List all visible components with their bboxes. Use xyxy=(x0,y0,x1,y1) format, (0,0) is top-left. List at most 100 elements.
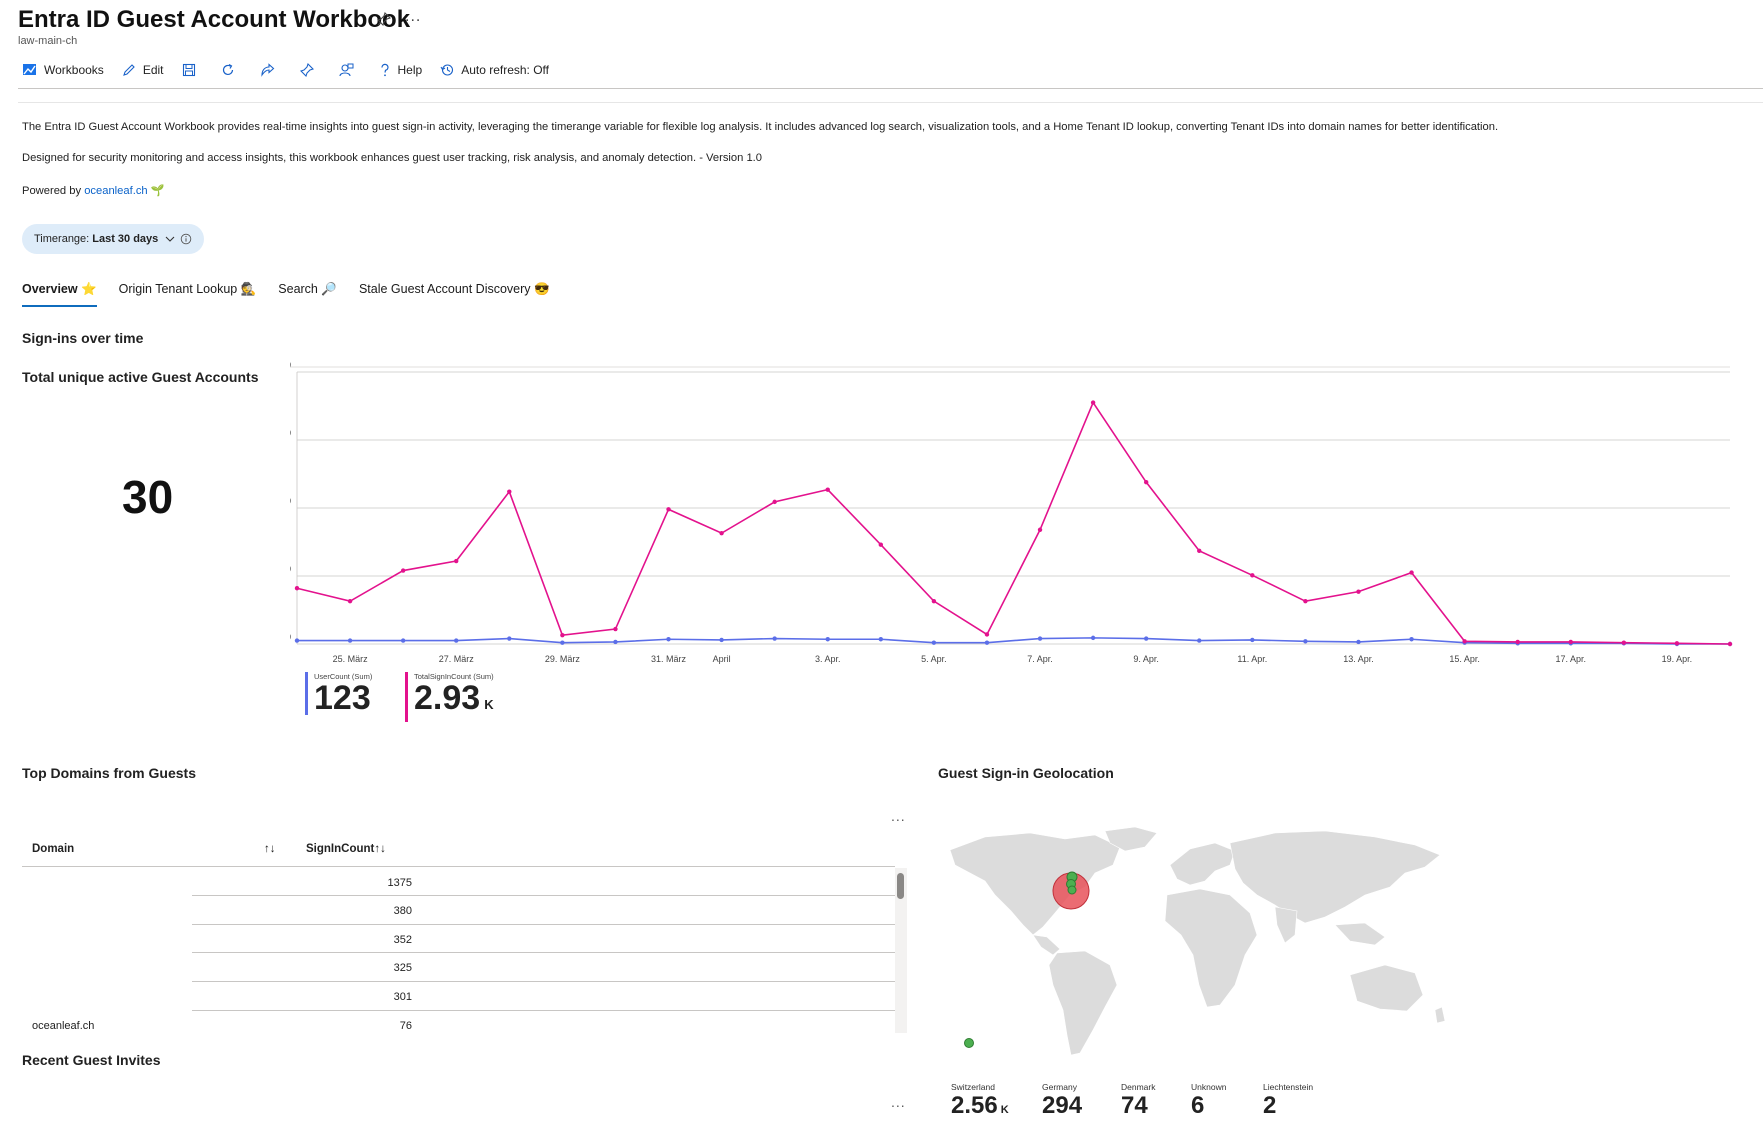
data-point-1 xyxy=(454,558,459,564)
data-point-1 xyxy=(613,626,618,632)
count-cell: 76 xyxy=(399,1020,412,1032)
signins-section-title: Sign-ins over time xyxy=(22,330,144,346)
geolocation-title: Guest Sign-in Geolocation xyxy=(938,765,1114,781)
count-cell: 301 xyxy=(393,991,412,1003)
data-point-1 xyxy=(1356,589,1361,594)
top-domains-title: Top Domains from Guests xyxy=(22,765,196,781)
column-header-domain[interactable]: Domain xyxy=(32,843,75,855)
pin-icon xyxy=(299,62,314,77)
table-row[interactable]: 352 xyxy=(22,924,895,952)
count-cell: 325 xyxy=(393,962,412,974)
workbooks-button[interactable]: Workbooks xyxy=(22,62,104,77)
table-row[interactable]: 380 xyxy=(22,895,895,923)
data-point-1 xyxy=(400,568,406,573)
edit-button[interactable]: Edit xyxy=(122,63,164,77)
x-tick-label: April xyxy=(713,654,731,664)
data-point-0 xyxy=(1143,636,1149,641)
active-guests-tile-title: Total unique active Guest Accounts xyxy=(22,369,259,385)
refresh-icon xyxy=(222,63,233,75)
table-row[interactable]: oceanleaf.ch 76 xyxy=(22,1010,895,1038)
y-tick-label: 100 xyxy=(290,564,291,574)
data-point-1 xyxy=(1515,639,1520,645)
x-tick-label: 9. Apr. xyxy=(1133,654,1159,664)
geo-legend-denmark[interactable]: Denmark 74 xyxy=(1121,1082,1155,1120)
data-point-1 xyxy=(1462,639,1467,644)
tab-overview[interactable]: Overview ⭐ xyxy=(22,282,97,307)
data-point-1 xyxy=(1250,573,1255,578)
pin-icon[interactable] xyxy=(376,11,392,29)
geo-legend-label: Unknown xyxy=(1191,1082,1227,1092)
data-point-0 xyxy=(1356,639,1361,645)
legend-signincount-label: TotalSignInCount (Sum) xyxy=(414,672,494,681)
table-row[interactable]: 301 xyxy=(22,981,895,1009)
more-options-button[interactable]: ... xyxy=(405,8,422,25)
table-header-divider xyxy=(22,866,895,867)
data-point-1 xyxy=(1727,641,1733,647)
toolbar: Workbooks Edit Help Auto refresh: Off xyxy=(22,62,567,77)
x-tick-label: 19. Apr. xyxy=(1662,654,1693,664)
data-point-0 xyxy=(400,638,406,643)
table-scrollbar-thumb[interactable] xyxy=(897,873,904,899)
europe-shape xyxy=(1169,842,1236,886)
geo-legend-unknown[interactable]: Unknown 6 xyxy=(1191,1082,1226,1120)
signincount-sort-icon[interactable]: ↑↓ xyxy=(374,843,386,855)
x-tick-label: 15. Apr. xyxy=(1449,654,1480,664)
legend-usercount[interactable]: UserCount (Sum) 123 xyxy=(305,672,372,715)
share-button[interactable] xyxy=(260,62,282,77)
data-point-1 xyxy=(825,487,830,492)
workbooks-icon xyxy=(23,64,36,75)
geo-legend-label: Liechtenstein xyxy=(1263,1082,1314,1092)
data-point-0 xyxy=(1409,637,1414,642)
series-line-1 xyxy=(296,400,1731,645)
tab-search[interactable]: Search 🔎 xyxy=(278,282,337,296)
central-america-shape xyxy=(1032,934,1061,956)
australia-shape xyxy=(1349,964,1424,1012)
geo-legend-germany[interactable]: Germany 294 xyxy=(1042,1082,1082,1120)
legend-usercount-value: 123 xyxy=(314,679,371,717)
x-tick-label: 25. März xyxy=(333,654,369,664)
data-point-0 xyxy=(1197,638,1202,643)
domain-cell: oceanleaf.ch xyxy=(32,1020,95,1032)
asia-shape xyxy=(1229,830,1441,924)
edit-label: Edit xyxy=(142,62,164,77)
new-zealand-shape xyxy=(1434,1006,1446,1024)
page-title: Entra ID Guest Account Workbook xyxy=(18,6,411,33)
tab-origin-tenant-lookup[interactable]: Origin Tenant Lookup 🕵 xyxy=(118,282,257,296)
feedback-button[interactable] xyxy=(338,63,361,77)
data-point-1 xyxy=(666,507,671,512)
seedling-icon: 🌱 xyxy=(150,185,165,197)
table-row[interactable]: 1375 xyxy=(22,867,895,895)
workspace-name: law-main-ch xyxy=(18,35,78,47)
data-point-1 xyxy=(507,489,512,494)
save-button[interactable] xyxy=(182,63,203,77)
auto-refresh-button[interactable]: Auto refresh: Off xyxy=(440,63,549,77)
timerange-parameter[interactable]: Timerange: Last 30 days xyxy=(22,224,205,254)
top-domains-more-button[interactable]: ... xyxy=(891,808,906,824)
oceanleaf-link[interactable]: oceanleaf.ch xyxy=(84,185,148,197)
data-point-1 xyxy=(719,530,724,536)
legend-signincount[interactable]: TotalSignInCount (Sum) 2.93 K xyxy=(405,672,494,722)
help-button[interactable]: Help xyxy=(379,63,422,77)
data-point-1 xyxy=(772,499,777,505)
data-point-1 xyxy=(1409,570,1414,575)
pin-toolbar-button[interactable] xyxy=(299,62,321,77)
signins-line-chart: 0 100 200 300 400 25. März 27. März 29. März 31.… xyxy=(290,360,1733,664)
invites-more-button[interactable]: ... xyxy=(891,1094,906,1110)
edit-icon xyxy=(122,63,135,76)
domain-sort-icon[interactable]: ↑↓ xyxy=(264,843,276,855)
world-map[interactable] xyxy=(945,825,1475,1070)
geo-legend-value: 2 xyxy=(1263,1092,1277,1119)
geo-legend-liechtenstein[interactable]: Liechtenstein 2 xyxy=(1263,1082,1313,1120)
column-header-signincount[interactable]: SignInCount↑↓ xyxy=(306,843,386,855)
table-row[interactable]: 325 xyxy=(22,952,895,980)
y-tick-label: 0 xyxy=(290,632,291,642)
data-point-0 xyxy=(347,638,353,643)
data-point-0 xyxy=(507,636,512,641)
table-scrollbar[interactable] xyxy=(895,868,907,1033)
refresh-button[interactable] xyxy=(221,63,242,77)
data-point-0 xyxy=(984,640,990,645)
geo-legend-switzerland[interactable]: Switzerland 2.56 K xyxy=(951,1082,1009,1124)
chevron-down-icon xyxy=(165,236,175,242)
history-icon xyxy=(440,63,454,76)
tab-stale-guest-discovery[interactable]: Stale Guest Account Discovery 😎 xyxy=(358,282,550,296)
